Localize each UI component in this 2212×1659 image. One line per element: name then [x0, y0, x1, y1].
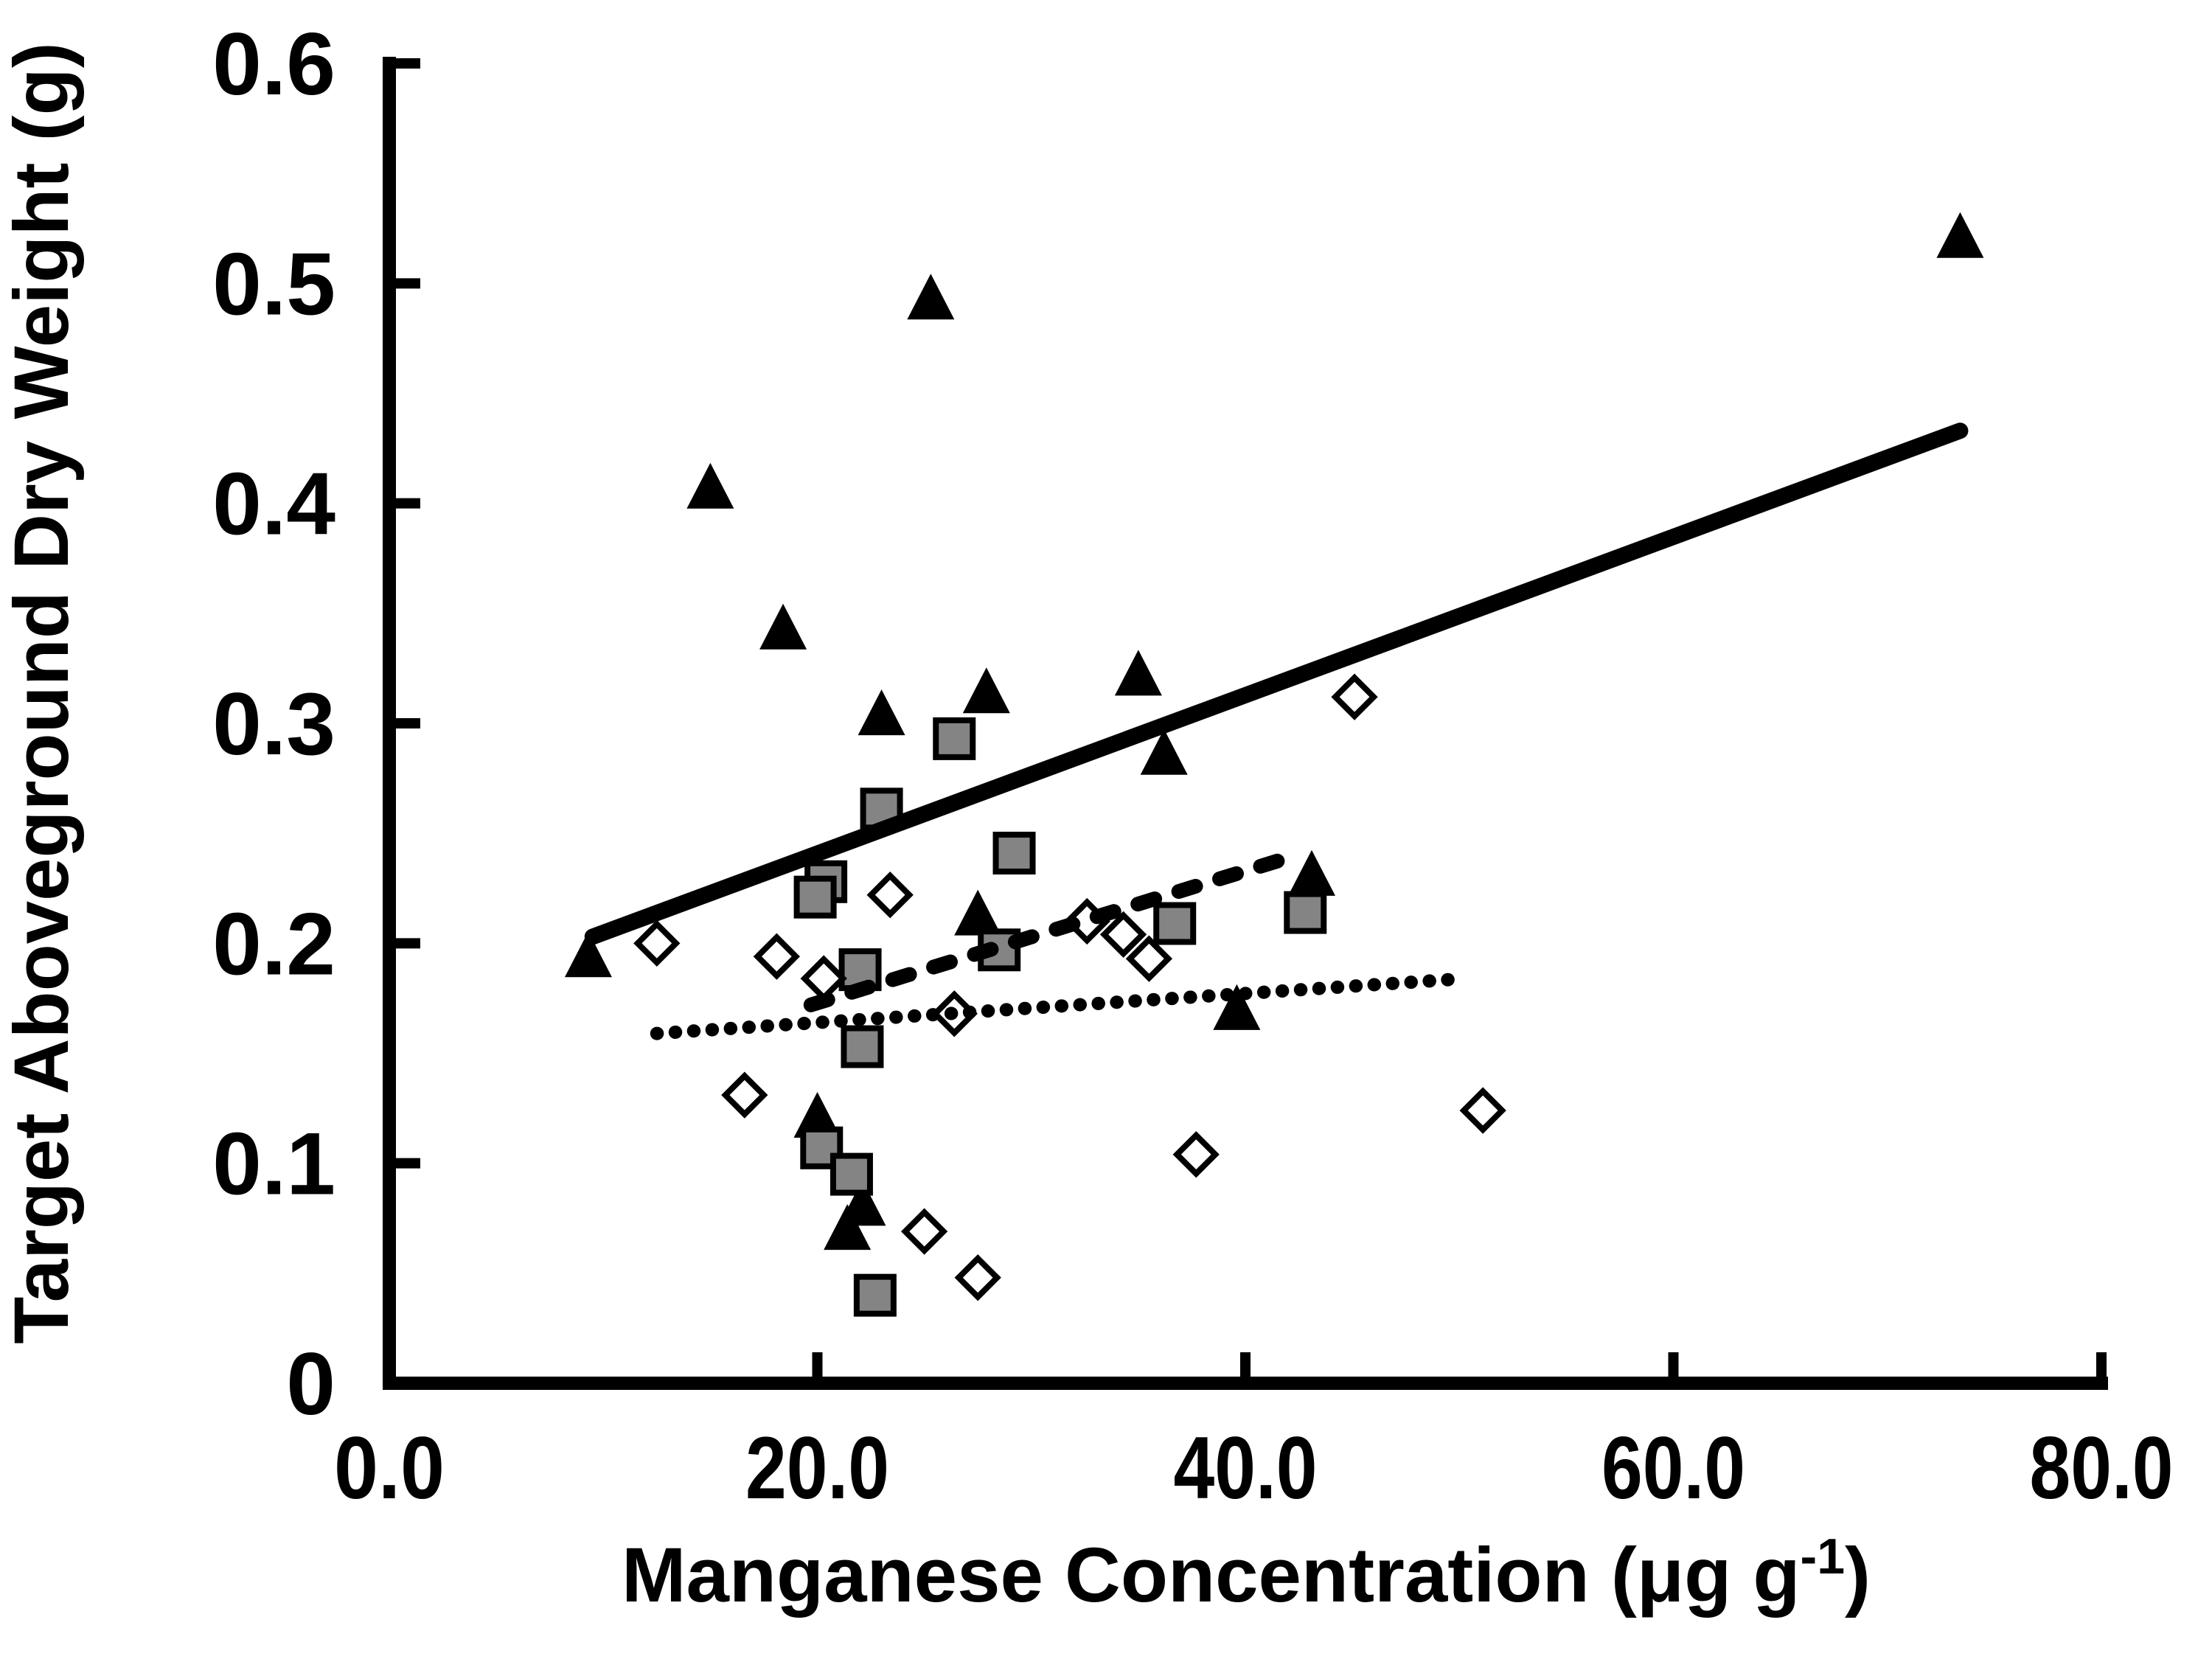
ticks-layer	[396, 58, 2107, 1377]
dotted-trendline	[650, 972, 1472, 1040]
dashed-trendline	[803, 852, 1290, 1012]
y-tick-label-0.4: 0.4	[212, 455, 335, 554]
axes-layer	[383, 57, 2108, 1390]
x-axis-title-superscript: -1	[1801, 1528, 1845, 1585]
triangle-marker	[907, 274, 955, 320]
y-tick-label-0: 0	[286, 1335, 335, 1433]
y-axis-title: Target Aboveground Dry Weight (g)	[0, 42, 85, 1344]
diamond-marker	[1459, 1087, 1506, 1134]
diamond-marker	[1331, 673, 1378, 720]
triangle-marker	[824, 1204, 872, 1251]
x-axis-title-main: Manganese Concentration (μg g	[622, 1532, 1801, 1618]
triangle-marker	[1936, 212, 1984, 258]
x-axis-title-suffix: )	[1845, 1532, 1871, 1618]
triangle-marker	[962, 667, 1010, 714]
tick-labels-layer: 0 0.1 0.2 0.3 0.4 0.5 0.6 0.0 20.0 40.0 60.0 80.0	[212, 15, 2173, 1517]
triangle-marker	[759, 603, 807, 650]
diamond-marker	[954, 1254, 1001, 1301]
diamond-marker	[900, 1208, 948, 1255]
square-marker	[992, 832, 1036, 875]
diamond-marker	[721, 1071, 768, 1119]
series-black-triangles	[564, 212, 1984, 1251]
solid-trendline	[584, 422, 1969, 945]
square-marker	[830, 1152, 873, 1196]
diamond-marker	[866, 872, 914, 919]
y-tick-label-0.1: 0.1	[212, 1115, 335, 1214]
square-marker	[853, 1273, 897, 1317]
diamond-marker	[1099, 911, 1147, 959]
series-gray-squares	[793, 717, 1327, 1317]
square-marker	[793, 875, 837, 919]
y-tick-label-0.6: 0.6	[212, 15, 335, 114]
triangle-marker	[1140, 728, 1188, 775]
diamond-marker	[633, 919, 681, 967]
x-tick-label-60.0: 60.0	[1601, 1419, 1745, 1517]
triangle-marker	[564, 931, 612, 978]
series-open-diamonds	[633, 673, 1506, 1301]
x-tick-label-80.0: 80.0	[2030, 1419, 2174, 1517]
triangle-marker	[1287, 849, 1335, 896]
triangle-marker	[686, 462, 734, 509]
y-tick-label-0.5: 0.5	[212, 234, 335, 333]
trendlines-layer	[584, 422, 1969, 1040]
square-marker	[1153, 902, 1197, 945]
y-tick-label-0.3: 0.3	[212, 675, 335, 773]
diamond-marker	[1172, 1131, 1220, 1178]
diamond-marker	[1125, 935, 1173, 982]
square-marker	[933, 717, 976, 760]
x-tick-label-20.0: 20.0	[745, 1419, 889, 1517]
triangle-marker	[1114, 650, 1162, 696]
diamond-marker	[753, 933, 801, 980]
y-tick-label-0.2: 0.2	[212, 894, 335, 993]
triangle-marker	[954, 889, 1002, 936]
x-tick-label-0.0: 0.0	[334, 1419, 445, 1517]
square-marker	[1284, 891, 1327, 934]
triangle-marker	[858, 689, 905, 736]
triangle-marker	[1213, 984, 1261, 1030]
square-marker	[841, 1025, 884, 1068]
x-axis-title: Manganese Concentration (μg g-1)	[622, 1528, 1871, 1618]
triangle-marker	[793, 1092, 841, 1138]
x-tick-label-40.0: 40.0	[1174, 1419, 1318, 1517]
